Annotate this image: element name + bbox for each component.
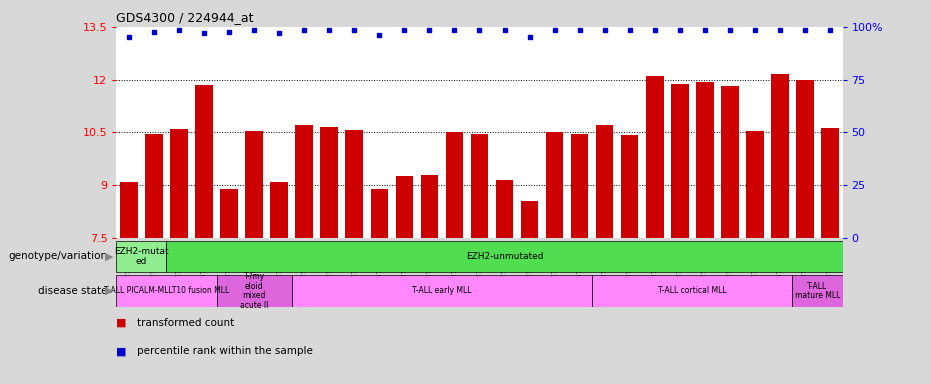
Text: ▶: ▶	[105, 251, 114, 262]
Bar	[291, 275, 592, 306]
Bar	[371, 189, 388, 238]
Text: genotype/variation: genotype/variation	[8, 251, 107, 262]
Bar	[116, 275, 217, 306]
Text: percentile rank within the sample: percentile rank within the sample	[137, 346, 313, 356]
Text: T-ALL PICALM-MLLT10 fusion MLL: T-ALL PICALM-MLLT10 fusion MLL	[104, 286, 229, 295]
Bar	[646, 76, 664, 238]
Text: ■: ■	[116, 346, 127, 356]
Bar	[396, 177, 413, 238]
Text: T-/my
eloid
mixed
acute ll: T-/my eloid mixed acute ll	[240, 272, 268, 310]
Bar	[592, 275, 792, 306]
Bar	[421, 175, 439, 238]
Bar	[571, 134, 588, 238]
Bar	[621, 135, 639, 238]
Bar	[295, 125, 313, 238]
Bar	[671, 84, 689, 238]
Text: ▶: ▶	[105, 286, 114, 296]
Text: T-ALL cortical MLL: T-ALL cortical MLL	[658, 286, 726, 295]
Bar	[596, 125, 614, 238]
Text: EZH2-unmutated: EZH2-unmutated	[466, 252, 544, 261]
Text: ■: ■	[116, 318, 127, 328]
Bar	[792, 275, 843, 306]
Bar	[796, 80, 814, 238]
Text: disease state: disease state	[37, 286, 107, 296]
Bar	[145, 134, 163, 238]
Text: GDS4300 / 224944_at: GDS4300 / 224944_at	[116, 11, 254, 24]
Text: transformed count: transformed count	[137, 318, 234, 328]
Bar	[520, 201, 538, 238]
Bar	[116, 241, 167, 272]
Bar	[221, 189, 237, 238]
Text: EZH2-mutat
ed: EZH2-mutat ed	[115, 247, 169, 266]
Bar	[120, 182, 138, 238]
Bar	[722, 86, 738, 238]
Bar	[217, 275, 291, 306]
Bar	[696, 83, 713, 238]
Bar	[446, 132, 464, 238]
Bar	[546, 132, 563, 238]
Bar	[270, 182, 288, 238]
Bar	[821, 128, 839, 238]
Bar	[246, 131, 263, 238]
Text: T-ALL early MLL: T-ALL early MLL	[412, 286, 472, 295]
Bar	[471, 134, 488, 238]
Bar	[495, 180, 513, 238]
Bar	[320, 127, 338, 238]
Bar	[345, 130, 363, 238]
Bar	[170, 129, 188, 238]
Bar	[746, 131, 763, 238]
Text: T-ALL
mature MLL: T-ALL mature MLL	[795, 281, 840, 300]
Bar	[771, 74, 789, 238]
Bar	[196, 85, 213, 238]
